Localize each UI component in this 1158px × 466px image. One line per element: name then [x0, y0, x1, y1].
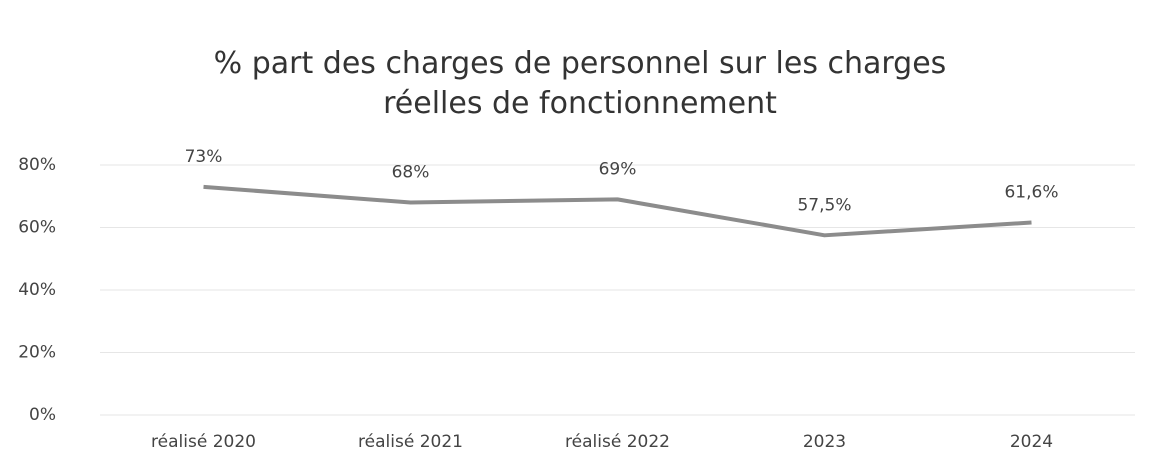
data-label: 73%: [185, 147, 223, 167]
data-label: 57,5%: [797, 195, 851, 215]
y-tick-label: 40%: [18, 280, 56, 300]
y-tick-label: 60%: [18, 218, 56, 238]
y-tick-label: 0%: [29, 405, 56, 425]
chart-title: % part des charges de personnel sur les …: [213, 46, 947, 121]
x-tick-label: réalisé 2022: [565, 432, 670, 452]
x-tick-label: réalisé 2020: [151, 432, 256, 452]
x-tick-label: réalisé 2021: [358, 432, 463, 452]
data-label: 61,6%: [1004, 183, 1058, 203]
y-tick-label: 80%: [18, 155, 56, 175]
data-line: [203, 184, 1032, 238]
data-label: 69%: [599, 159, 637, 179]
data-label: 68%: [392, 163, 430, 183]
x-tick-label: 2023: [803, 432, 846, 452]
x-tick-label: 2024: [1010, 432, 1053, 452]
y-tick-label: 20%: [18, 343, 56, 363]
